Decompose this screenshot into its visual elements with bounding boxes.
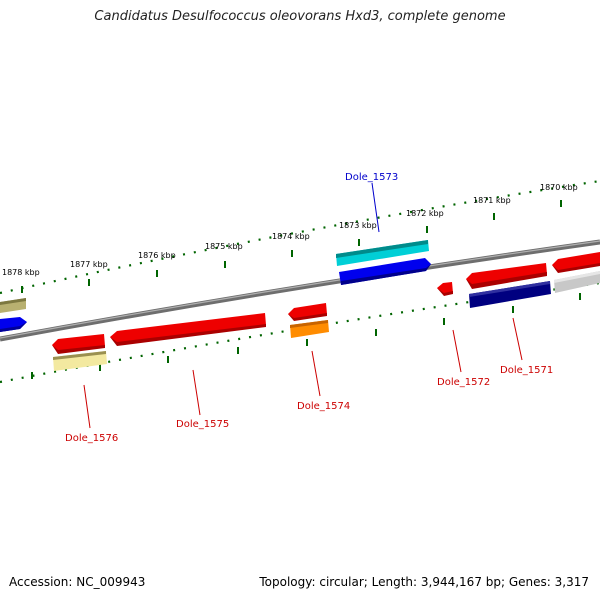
outer-major-ticks: [21, 200, 562, 293]
inner-major-ticks: [31, 293, 581, 379]
leader-dole-1573: [371, 182, 380, 233]
feature-navy[interactable]: [469, 281, 551, 308]
gene-label-dole-1576[interactable]: Dole_1576: [65, 433, 118, 444]
tick-label: 1875 kbp: [205, 242, 243, 251]
page-title: Candidatus Desulfococcus oleovorans Hxd3…: [94, 9, 506, 24]
topology-text: Topology: circular; Length: 3,944,167 bp…: [259, 575, 589, 589]
gene-label-dole-1571[interactable]: Dole_1571: [500, 365, 553, 376]
feature-red-right-top[interactable]: [466, 263, 547, 289]
gene-label-dole-1573[interactable]: Dole_1573: [345, 172, 398, 183]
feature-red-far-right[interactable]: [552, 252, 600, 273]
gene-label-dole-1572[interactable]: Dole_1572: [437, 377, 490, 388]
feature-dole-1574-arrow[interactable]: [288, 303, 327, 321]
leader-dole-1571: [512, 317, 523, 361]
feature-dole-1573-cyan[interactable]: [336, 240, 429, 266]
tick-label: 1874 kbp: [272, 232, 310, 241]
leader-dole-1574: [311, 350, 321, 397]
tick-label: 1870 kbp: [540, 183, 578, 192]
gene-label-dole-1575[interactable]: Dole_1575: [176, 419, 229, 430]
feature-dole-1572[interactable]: [437, 282, 453, 296]
tick-label: 1871 kbp: [473, 196, 511, 205]
feature-dole-1574-orange[interactable]: [290, 320, 329, 338]
tick-label: 1876 kbp: [138, 251, 176, 260]
feature-blue-left[interactable]: [0, 317, 27, 332]
tick-label: 1873 kbp: [339, 221, 377, 230]
genome-backbone: [0, 239, 600, 342]
feature-dole-1576-khaki[interactable]: [53, 351, 107, 371]
genome-backbone-highlight: [0, 240, 600, 339]
feature-olive-left[interactable]: [0, 298, 26, 313]
feature-dole-1573-arrow[interactable]: [339, 258, 431, 285]
tick-label: 1872 kbp: [406, 209, 444, 218]
leader-dole-1576: [83, 384, 91, 429]
feature-dole-1576-arrow[interactable]: [52, 334, 105, 354]
tick-label: 1877 kbp: [70, 260, 108, 269]
feature-dole-1575-arrow[interactable]: [110, 313, 266, 346]
tick-label: 1878 kbp: [2, 268, 40, 277]
gene-label-dole-1574[interactable]: Dole_1574: [297, 401, 350, 412]
accession-text: Accession: NC_009943: [9, 575, 146, 589]
tick-labels: 1878 kbp 1877 kbp 1876 kbp 1875 kbp 1874…: [2, 183, 578, 277]
leader-dole-1575: [192, 369, 201, 416]
feature-gray-far-right[interactable]: [554, 271, 600, 293]
leader-dole-1572: [452, 329, 462, 373]
